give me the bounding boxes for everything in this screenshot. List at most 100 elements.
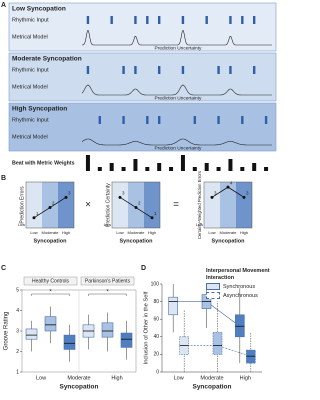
plot-frame	[111, 181, 161, 229]
onset	[86, 16, 90, 24]
group-title: Healthy Controls	[32, 278, 69, 284]
x-tick-label: Low	[208, 230, 215, 235]
x-tick-label: High	[148, 230, 156, 235]
y-axis-label: Certainty-Weighted Prediction Errors	[197, 171, 202, 239]
legend-item: Synchronous	[206, 283, 278, 290]
onset	[241, 16, 244, 24]
level-box	[8, 102, 277, 152]
value-label: 3	[68, 191, 71, 196]
y-tick-label: 5	[16, 287, 19, 293]
significance: *	[49, 290, 52, 296]
beat-bar	[252, 163, 257, 171]
uncertainty-label: Prediction Uncertainty	[155, 45, 203, 51]
box	[246, 349, 256, 364]
x-tick-label: Moderate	[42, 230, 60, 235]
column-bg	[144, 182, 160, 228]
box	[120, 332, 133, 348]
row-label: Rhythmic Input	[12, 67, 49, 73]
legend-label: Asynchronous	[223, 292, 258, 299]
beat-label: Beat with Metric Weights	[12, 160, 75, 166]
onset	[193, 116, 197, 124]
onset	[157, 66, 161, 74]
group-header	[23, 276, 78, 286]
beat-bar	[192, 167, 197, 171]
y-axis-label: Prediction Certainty	[105, 183, 111, 227]
value-label: 2	[52, 201, 55, 206]
onset	[229, 16, 232, 24]
beat-bar	[145, 167, 150, 171]
onset	[229, 66, 232, 74]
beat-bar	[204, 163, 209, 171]
y-axis-label: Prediction Errors	[19, 186, 25, 224]
x-tick-label: High	[111, 375, 122, 381]
group-title: Parkinson's Patients	[85, 278, 131, 284]
onset	[146, 16, 149, 24]
legend-swatch	[206, 292, 220, 299]
box	[25, 328, 38, 340]
row-label: Metrical Model	[12, 134, 48, 140]
y-axis-label: Groove Rating	[4, 312, 10, 351]
metrical-model	[81, 30, 272, 46]
level-title: High Syncopation	[12, 106, 67, 113]
box	[101, 322, 114, 338]
onset	[122, 66, 125, 74]
level-title: Moderate Syncopation	[12, 56, 82, 63]
x-tick-label: Moderate	[67, 375, 90, 381]
point	[134, 206, 138, 210]
operator: ×	[85, 200, 91, 211]
row-label: Metrical Model	[12, 34, 48, 40]
row-label: Rhythmic Input	[12, 17, 49, 23]
y-tick-label: 4	[16, 308, 19, 314]
box	[44, 316, 57, 332]
onset	[264, 116, 268, 124]
beat-bar	[109, 163, 114, 171]
onset	[110, 16, 113, 24]
column-bg	[112, 182, 128, 228]
y-tick-label: 2	[16, 349, 19, 355]
y-tick-label: 60	[153, 317, 159, 323]
y-tick-label: 20	[153, 352, 159, 358]
y-tick-label: 1	[16, 369, 19, 375]
figure-svg: A Low Syncopation Rhythmic Input Metrical M…	[1, 2, 277, 391]
group-header	[80, 276, 135, 286]
sig-bracket	[88, 293, 127, 296]
x-tick-label: Moderate	[220, 230, 238, 235]
legend-label: Synchronous	[223, 283, 256, 290]
column-bg	[220, 182, 236, 228]
onset	[181, 16, 185, 24]
y-low-label: Low	[18, 222, 25, 227]
onset	[181, 66, 185, 74]
uncertainty-label: Prediction Uncertainty	[155, 145, 203, 151]
onset	[98, 116, 102, 124]
x-tick-label: High	[240, 230, 248, 235]
beat-bar	[133, 159, 138, 171]
beat-bar	[121, 167, 126, 171]
point	[48, 206, 52, 210]
point	[226, 185, 230, 189]
y-tick-label: 40	[153, 334, 159, 340]
value-label: 2	[138, 201, 141, 206]
beat-bar	[97, 167, 102, 171]
value-label: 3	[214, 191, 217, 196]
onset	[157, 16, 161, 24]
x-axis-label: Syncopation	[33, 238, 67, 244]
metrical-model	[81, 84, 272, 96]
beat-bar	[180, 155, 185, 171]
x-tick-label: Low	[30, 230, 37, 235]
legend-swatch	[206, 283, 220, 290]
onset	[217, 66, 220, 74]
plot-frame	[25, 181, 75, 229]
metrical-model	[81, 138, 272, 146]
y-tick-label: 3	[16, 328, 19, 334]
value-label: 3	[122, 191, 125, 196]
y-tick-label: 0	[156, 369, 159, 375]
x-tick-label: Low	[36, 375, 46, 381]
x-tick-label: High	[240, 375, 251, 381]
x-axis-label: Syncopation	[211, 238, 245, 244]
y-tick-label: 80	[153, 299, 159, 305]
onset	[205, 16, 208, 24]
x-tick-label: High	[62, 230, 70, 235]
column-bg	[128, 182, 144, 228]
column-bg	[204, 182, 220, 228]
column-bg	[26, 182, 42, 228]
